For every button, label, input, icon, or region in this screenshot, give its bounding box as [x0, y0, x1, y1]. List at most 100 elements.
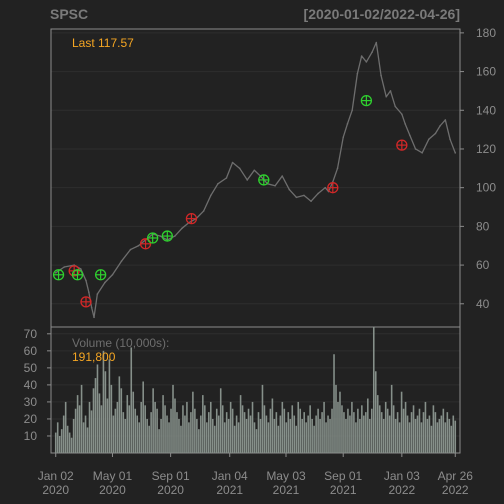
volume-bar	[200, 415, 202, 453]
volume-bar	[335, 384, 337, 453]
volume-bar	[243, 412, 246, 453]
price-point	[365, 61, 368, 63]
volume-bar	[253, 422, 256, 453]
volume-bar	[317, 408, 319, 453]
volume-bar	[444, 422, 447, 453]
price-point	[93, 316, 95, 319]
volume-tick-label: 20	[24, 412, 38, 426]
volume-bar	[114, 408, 117, 453]
volume-bar	[70, 437, 73, 453]
volume-bar	[217, 415, 220, 453]
volume-bar	[184, 415, 186, 453]
x-tick-year-label: 2021	[273, 483, 300, 497]
volume-bar	[60, 429, 63, 453]
volume-bar	[408, 422, 411, 453]
x-tick-label: Jan 03	[384, 469, 420, 483]
price-point	[85, 279, 87, 282]
volume-bar	[412, 405, 415, 453]
volume-tick-label: 70	[24, 327, 38, 341]
volume-bar	[265, 415, 268, 453]
sell-signal-marker	[396, 139, 408, 151]
volume-bar	[148, 425, 150, 453]
price-point	[54, 272, 57, 274]
volume-bar	[80, 384, 83, 453]
volume-bar	[255, 429, 258, 453]
volume-bar	[108, 359, 111, 453]
x-tick-year-label: 2020	[157, 483, 184, 497]
volume-bar	[448, 418, 451, 453]
volume-bar	[68, 432, 71, 453]
volume-bar	[450, 425, 453, 453]
volume-bar	[225, 412, 228, 453]
buy-signal-marker	[147, 232, 159, 244]
volume-bar	[388, 415, 391, 453]
volume-bar	[370, 408, 373, 453]
volume-bar	[227, 418, 230, 453]
volume-bar	[329, 418, 331, 453]
volume-bar	[239, 395, 242, 453]
volume-bar	[64, 401, 67, 453]
buy-signal-marker	[71, 269, 84, 281]
volume-bar	[174, 398, 176, 453]
volume-bar	[402, 408, 405, 453]
volume-bar	[150, 412, 152, 453]
volume-bar	[211, 418, 214, 453]
price-point	[394, 105, 397, 108]
volume-bar	[213, 425, 216, 453]
x-tick-year-label: 2021	[330, 483, 357, 497]
x-tick-year-label: 2020	[99, 483, 126, 497]
volume-bar	[156, 408, 158, 453]
volume-bar	[126, 395, 129, 453]
x-tick-year-label: 2021	[216, 483, 243, 497]
volume-bar	[190, 412, 192, 453]
volume-bar	[305, 422, 307, 453]
price-point	[427, 138, 430, 141]
volume-bar	[229, 401, 232, 453]
price-point	[342, 136, 345, 139]
volume-bar	[172, 384, 174, 453]
volume-bar	[122, 412, 125, 453]
volume-bar	[323, 401, 325, 453]
x-tick-label: Sep 01	[152, 469, 190, 483]
price-point	[104, 281, 106, 284]
volume-tick-label: 40	[24, 378, 38, 392]
volume-bar	[353, 412, 355, 453]
volume-bar	[204, 405, 206, 453]
price-point	[389, 90, 392, 92]
volume-bar	[166, 415, 168, 453]
volume-bar	[321, 412, 323, 453]
volume-bar	[136, 415, 139, 453]
volume-bar	[74, 408, 77, 453]
volume-bar	[215, 408, 218, 453]
volume-bar	[372, 327, 375, 453]
volume-bar	[394, 418, 397, 453]
volume-bar	[164, 405, 166, 453]
sell-signal-marker	[327, 182, 339, 194]
volume-bar	[299, 408, 302, 453]
volume-bar	[440, 415, 443, 453]
volume-bar	[369, 418, 371, 453]
volume-bar	[273, 418, 276, 453]
price-point	[246, 179, 249, 181]
price-point	[317, 192, 319, 195]
volume-bar	[420, 422, 423, 453]
volume-bar	[128, 405, 131, 453]
volume-bar	[384, 401, 387, 453]
volume-bar	[293, 415, 296, 453]
volume-bar	[283, 408, 286, 453]
price-tick-label: 140	[476, 103, 496, 117]
volume-bar	[134, 408, 137, 453]
volume-bar	[208, 412, 210, 453]
price-point	[449, 138, 451, 141]
volume-bar	[206, 422, 208, 453]
volume-bar	[432, 405, 435, 453]
volume-bar	[110, 384, 113, 453]
volume-tick-label: 30	[24, 395, 38, 409]
volume-bar	[303, 412, 305, 453]
volume-bar	[331, 408, 333, 453]
volume-bar	[96, 364, 99, 453]
volume-bar	[144, 405, 146, 453]
price-point	[303, 194, 305, 197]
volume-bar	[223, 422, 226, 453]
volume-bar	[367, 398, 369, 453]
